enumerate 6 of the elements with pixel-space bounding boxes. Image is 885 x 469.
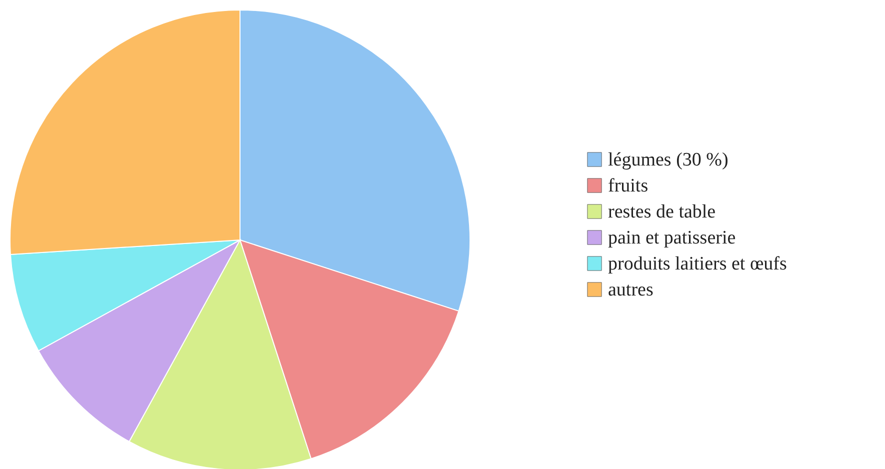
legend-label: restes de table [608, 202, 716, 222]
legend-label: autres [608, 280, 654, 300]
legend-label: fruits [608, 176, 648, 196]
legend-label: pain et patisserie [608, 228, 736, 248]
legend-label: légumes (30 %) [608, 150, 728, 170]
legend-label: produits laitiers et œufs [608, 254, 787, 274]
